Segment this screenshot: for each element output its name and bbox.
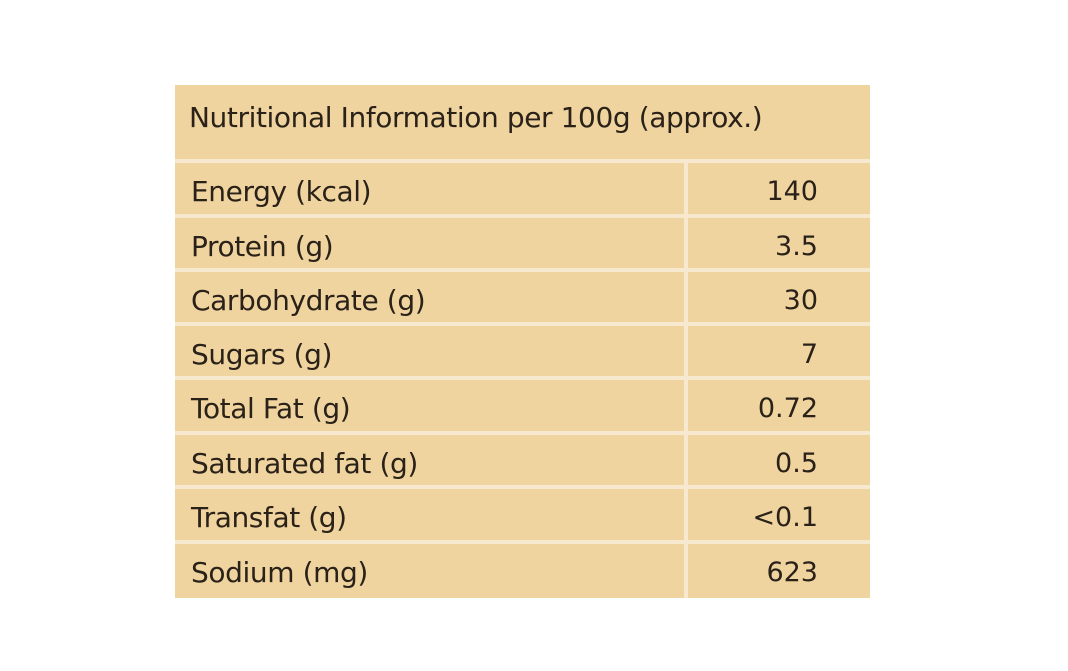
- row-label: Transfat (g): [191, 501, 347, 534]
- row-label: Total Fat (g): [191, 392, 351, 425]
- divider: [175, 214, 870, 218]
- row-value: 3.5: [775, 231, 818, 262]
- table-row: Energy (kcal) 140: [175, 167, 870, 217]
- divider: [175, 376, 870, 380]
- table-row: Carbohydrate (g) 30: [175, 276, 870, 326]
- row-value: 0.72: [757, 393, 818, 424]
- column-divider: [684, 163, 688, 598]
- divider: [175, 322, 870, 326]
- table-row: Sugars (g) 7: [175, 330, 870, 380]
- nutrition-table: Nutritional Information per 100g (approx…: [175, 85, 870, 598]
- row-label: Energy (kcal): [191, 175, 372, 208]
- divider: [175, 540, 870, 544]
- row-value: 0.5: [775, 448, 818, 479]
- table-row: Total Fat (g) 0.72: [175, 384, 870, 434]
- table-row: Protein (g) 3.5: [175, 222, 870, 272]
- row-value: <0.1: [752, 502, 818, 533]
- divider: [175, 485, 870, 489]
- row-value: 30: [783, 285, 818, 316]
- divider: [175, 268, 870, 272]
- row-value: 623: [766, 557, 818, 588]
- table-header: Nutritional Information per 100g (approx…: [175, 85, 870, 157]
- table-row: Saturated fat (g) 0.5: [175, 439, 870, 489]
- row-label: Carbohydrate (g): [191, 284, 426, 317]
- divider: [175, 159, 870, 163]
- row-label: Protein (g): [191, 230, 334, 263]
- table-row: Sodium (mg) 623: [175, 548, 870, 598]
- table-row: Transfat (g) <0.1: [175, 493, 870, 543]
- divider: [175, 431, 870, 435]
- row-label: Saturated fat (g): [191, 447, 418, 480]
- row-label: Sugars (g): [191, 338, 333, 371]
- table-title: Nutritional Information per 100g (approx…: [189, 101, 763, 134]
- row-value: 140: [766, 176, 818, 207]
- row-label: Sodium (mg): [191, 556, 368, 589]
- row-value: 7: [800, 339, 818, 370]
